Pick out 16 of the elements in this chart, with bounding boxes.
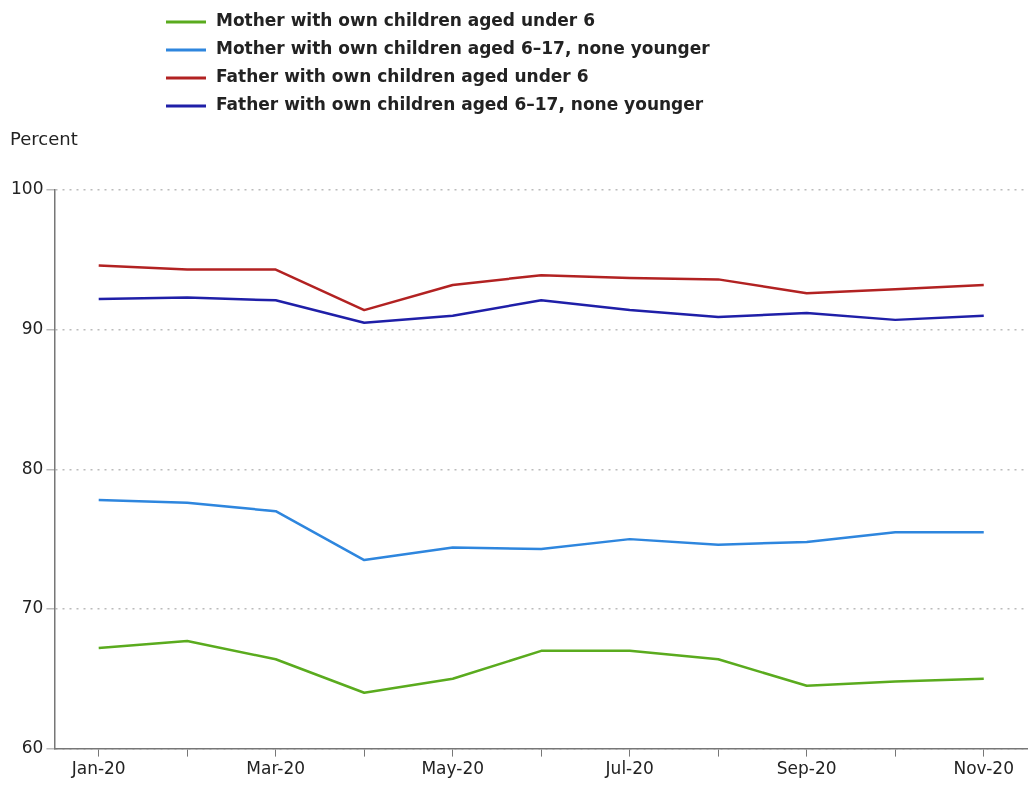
legend-label: Mother with own children aged 6–17, none younger bbox=[216, 38, 711, 59]
legend-label: Mother with own children aged under 6 bbox=[216, 10, 595, 31]
legend-label: Father with own children aged 6–17, none younger bbox=[216, 94, 704, 115]
x-tick-label: Sep-20 bbox=[776, 758, 837, 779]
x-tick-label: May-20 bbox=[421, 758, 485, 779]
legend-label: Father with own children aged under 6 bbox=[216, 66, 589, 87]
y-tick-label: 80 bbox=[21, 457, 44, 478]
y-tick-label: 90 bbox=[21, 318, 44, 339]
x-tick-label: Jan-20 bbox=[70, 758, 126, 779]
y-axis-title: Percent bbox=[10, 127, 78, 149]
x-tick-label: Mar-20 bbox=[246, 758, 306, 779]
y-tick-label: 70 bbox=[21, 597, 44, 618]
x-tick-label: Jul-20 bbox=[604, 758, 654, 779]
y-tick-label: 100 bbox=[10, 178, 44, 199]
y-tick-label: 60 bbox=[21, 737, 44, 758]
x-tick-label: Nov-20 bbox=[953, 758, 1014, 779]
